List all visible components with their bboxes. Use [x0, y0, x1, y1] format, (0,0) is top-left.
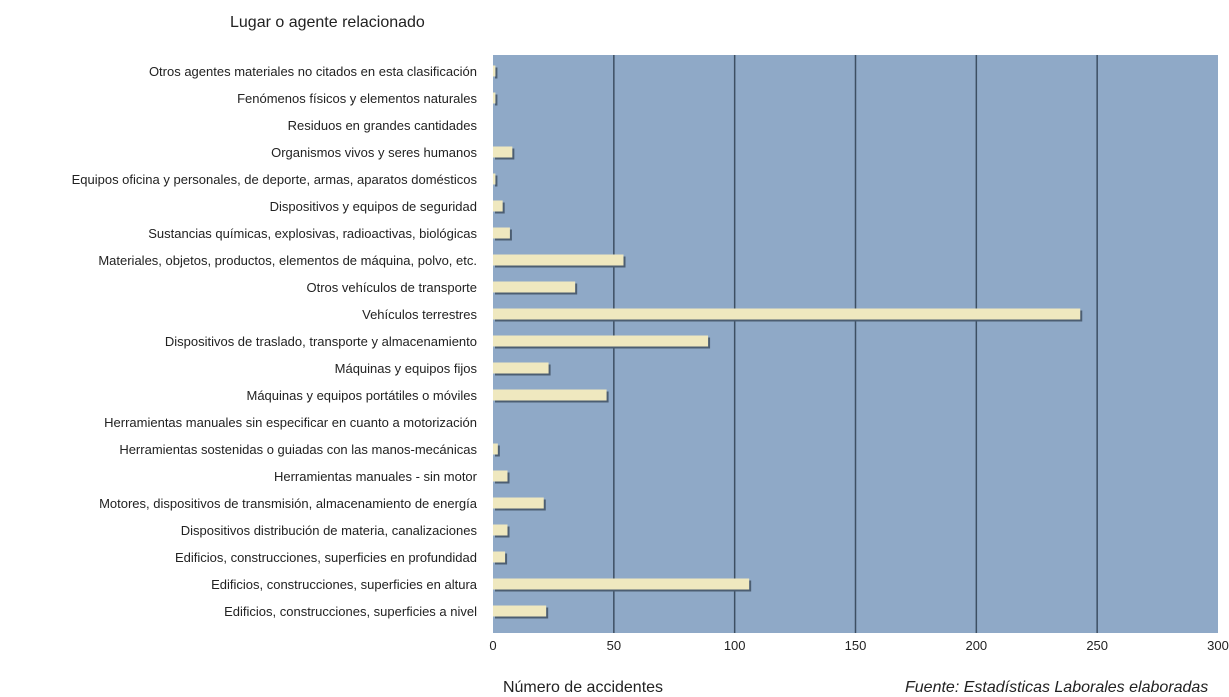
- category-label: Residuos en grandes cantidades: [288, 118, 478, 133]
- category-label: Dispositivos distribución de materia, ca…: [181, 523, 478, 538]
- bar-fill: [493, 308, 1081, 320]
- bar: [493, 389, 609, 403]
- x-tick-label: 0: [489, 638, 496, 653]
- bar-shadow: [495, 94, 498, 106]
- chart-title: Lugar o agente relacionado: [230, 14, 425, 31]
- x-tick-label: 200: [965, 638, 987, 653]
- x-tick-labels: 0 50 100 150 200 250 300: [489, 638, 1228, 653]
- category-label: Máquinas y equipos fijos: [335, 361, 478, 376]
- bar-fill: [493, 578, 750, 590]
- bar: [493, 470, 510, 484]
- bar-shadow: [495, 67, 498, 79]
- category-label: Herramientas manuales sin especificar en…: [104, 415, 477, 430]
- bar: [493, 281, 578, 295]
- bar-fill: [493, 524, 508, 536]
- category-label: Herramientas sostenidas o guiadas con la…: [119, 442, 477, 457]
- bar: [493, 200, 505, 214]
- bar: [493, 308, 1083, 322]
- bar: [493, 443, 500, 457]
- bar-shadow: [495, 175, 498, 187]
- bar: [493, 551, 508, 565]
- category-label: Máquinas y equipos portátiles o móviles: [246, 388, 477, 403]
- x-axis-title: Número de accidentes: [503, 679, 663, 696]
- bar-fill: [493, 470, 508, 482]
- category-label: Edificios, construcciones, superficies e…: [211, 577, 478, 592]
- bar-fill: [493, 362, 549, 374]
- bar-fill: [493, 227, 510, 239]
- bar-fill: [493, 200, 503, 212]
- bar: [493, 146, 515, 160]
- category-label: Materiales, objetos, productos, elemento…: [98, 253, 477, 268]
- bar-fill: [493, 173, 496, 185]
- category-label: Fenómenos físicos y elementos naturales: [237, 91, 477, 106]
- x-tick-label: 250: [1086, 638, 1108, 653]
- bar: [493, 524, 510, 538]
- category-label: Otros vehículos de transporte: [306, 280, 477, 295]
- gridlines: [613, 55, 1098, 633]
- bar: [493, 92, 498, 106]
- bar-fill: [493, 254, 624, 266]
- bar: [493, 335, 711, 349]
- bar-fill: [493, 281, 576, 293]
- category-label: Dispositivos y equipos de seguridad: [270, 199, 477, 214]
- bar: [493, 497, 546, 511]
- bar-fill: [493, 92, 496, 104]
- category-label: Herramientas manuales - sin motor: [274, 469, 478, 484]
- bar-fill: [493, 605, 547, 617]
- bar: [493, 65, 498, 79]
- bar: [493, 362, 551, 376]
- bar-fill: [493, 65, 496, 77]
- category-labels: Otros agentes materiales no citados en e…: [72, 64, 478, 619]
- x-tick-label: 150: [845, 638, 867, 653]
- category-label: Edificios, construcciones, superficies a…: [224, 604, 477, 619]
- bar: [493, 605, 549, 619]
- x-tick-label: 50: [607, 638, 621, 653]
- bar-fill: [493, 146, 513, 158]
- bar: [493, 578, 752, 592]
- x-tick-label: 300: [1207, 638, 1229, 653]
- bar-fill: [493, 389, 607, 401]
- bar-fill: [493, 335, 709, 347]
- bars: [493, 65, 1083, 619]
- category-label: Motores, dispositivos de transmisión, al…: [99, 496, 478, 511]
- category-label: Sustancias químicas, explosivas, radioac…: [148, 226, 477, 241]
- bar: [493, 173, 498, 187]
- bar: [493, 254, 626, 268]
- category-label: Organismos vivos y seres humanos: [271, 145, 477, 160]
- bar-fill: [493, 551, 506, 563]
- x-tick-label: 100: [724, 638, 746, 653]
- bar-fill: [493, 443, 498, 455]
- category-label: Dispositivos de traslado, transporte y a…: [165, 334, 477, 349]
- category-label: Vehículos terrestres: [362, 307, 477, 322]
- bar-fill: [493, 497, 544, 509]
- category-label: Otros agentes materiales no citados en e…: [149, 64, 477, 79]
- bar: [493, 227, 512, 241]
- source-note: Fuente: Estadísticas Laborales elaborada…: [905, 679, 1208, 696]
- category-label: Equipos oficina y personales, de deporte…: [72, 172, 478, 187]
- category-label: Edificios, construcciones, superficies e…: [175, 550, 477, 565]
